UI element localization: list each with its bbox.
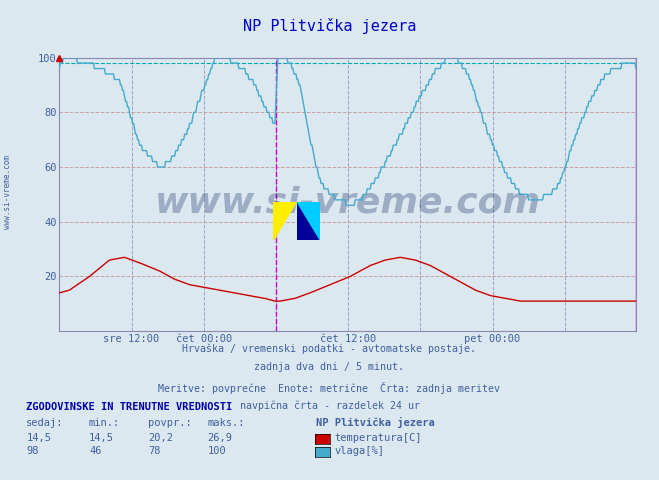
- Text: sedaj:: sedaj:: [26, 418, 64, 428]
- Polygon shape: [273, 202, 297, 240]
- Text: 14,5: 14,5: [26, 432, 51, 443]
- Text: Meritve: povprečne  Enote: metrične  Črta: zadnja meritev: Meritve: povprečne Enote: metrične Črta:…: [159, 382, 500, 394]
- Text: 20,2: 20,2: [148, 432, 173, 443]
- Text: temperatura[C]: temperatura[C]: [334, 432, 422, 443]
- Text: NP Plitvička jezera: NP Plitvička jezera: [243, 18, 416, 35]
- Text: 100: 100: [208, 445, 226, 456]
- Text: 98: 98: [26, 445, 39, 456]
- Text: vlaga[%]: vlaga[%]: [334, 445, 384, 456]
- Text: navpična črta - razdelek 24 ur: navpična črta - razdelek 24 ur: [239, 401, 420, 411]
- Text: Hrvaška / vremenski podatki - avtomatske postaje.: Hrvaška / vremenski podatki - avtomatske…: [183, 343, 476, 354]
- Text: povpr.:: povpr.:: [148, 418, 192, 428]
- Text: NP Plitvička jezera: NP Plitvička jezera: [316, 417, 435, 428]
- Polygon shape: [297, 202, 320, 240]
- Text: min.:: min.:: [89, 418, 120, 428]
- Text: www.si-vreme.com: www.si-vreme.com: [3, 155, 13, 229]
- Text: maks.:: maks.:: [208, 418, 245, 428]
- Text: www.si-vreme.com: www.si-vreme.com: [155, 186, 540, 220]
- Text: 78: 78: [148, 445, 161, 456]
- Text: 14,5: 14,5: [89, 432, 114, 443]
- Text: 46: 46: [89, 445, 101, 456]
- Text: 26,9: 26,9: [208, 432, 233, 443]
- Text: ZGODOVINSKE IN TRENUTNE VREDNOSTI: ZGODOVINSKE IN TRENUTNE VREDNOSTI: [26, 402, 233, 412]
- Polygon shape: [297, 202, 320, 240]
- Text: zadnja dva dni / 5 minut.: zadnja dva dni / 5 minut.: [254, 362, 405, 372]
